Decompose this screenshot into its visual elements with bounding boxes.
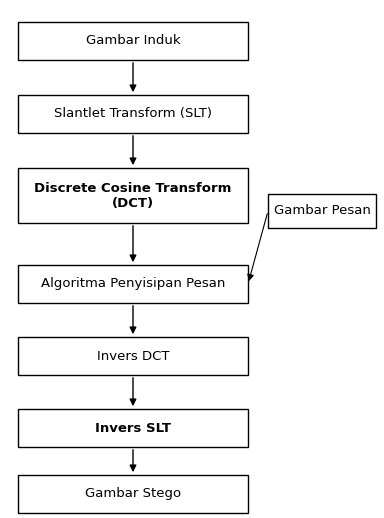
Text: Slantlet Transform (SLT): Slantlet Transform (SLT)	[54, 108, 212, 121]
Bar	[18, 475, 248, 513]
Bar	[18, 265, 248, 303]
Text: Invers DCT: Invers DCT	[97, 350, 169, 363]
Text: Discrete Cosine Transform
(DCT): Discrete Cosine Transform (DCT)	[34, 181, 232, 209]
Bar	[18, 168, 248, 223]
Bar	[18, 409, 248, 447]
Bar	[268, 194, 376, 228]
Bar	[18, 22, 248, 60]
Text: Algoritma Penyisipan Pesan: Algoritma Penyisipan Pesan	[41, 278, 225, 291]
Text: Invers SLT: Invers SLT	[95, 422, 171, 435]
Bar	[18, 95, 248, 133]
Bar	[18, 337, 248, 375]
Text: Gambar Stego: Gambar Stego	[85, 487, 181, 500]
Text: Gambar Pesan: Gambar Pesan	[273, 205, 371, 218]
Text: Gambar Induk: Gambar Induk	[86, 35, 180, 48]
